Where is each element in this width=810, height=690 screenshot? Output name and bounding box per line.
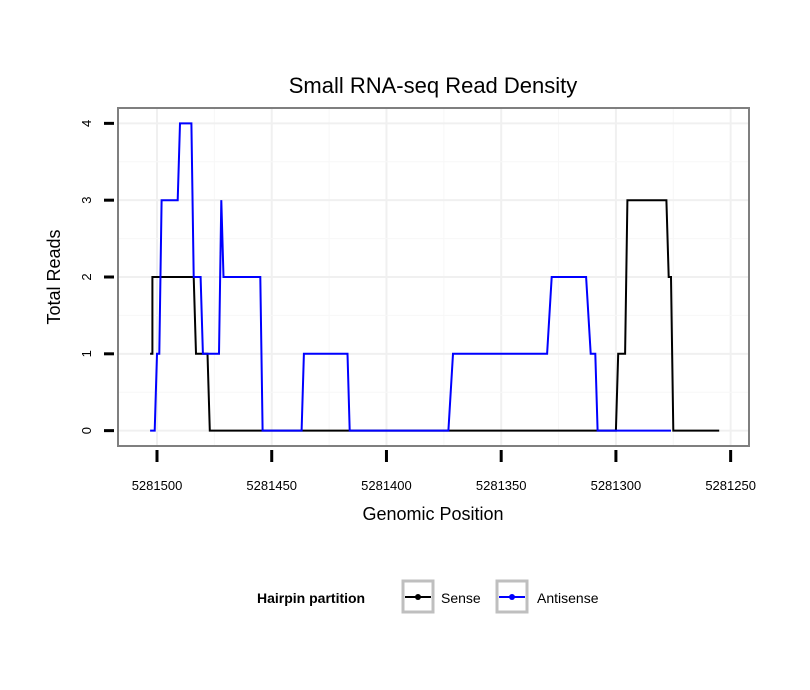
legend-item-antisense: Antisense [495, 579, 599, 614]
y-tick-label: 3 [79, 197, 94, 204]
x-tick-label: 5281300 [591, 478, 642, 493]
y-tick-label: 1 [79, 350, 94, 357]
x-axis: 5281500 5281450 5281400 5281350 5281300 52812… [132, 450, 756, 493]
legend-item-sense: Sense [401, 579, 481, 614]
plot-border [117, 107, 750, 447]
x-tick-label: 5281400 [361, 478, 412, 493]
x-tick-label: 5281350 [476, 478, 527, 493]
legend-marker-antisense [509, 594, 515, 600]
x-tick-label: 5281250 [705, 478, 756, 493]
legend-label-sense: Sense [441, 590, 481, 606]
legend-title: Hairpin partition [257, 590, 365, 606]
y-axis: 0 1 2 3 4 [79, 120, 114, 434]
legend-marker-sense [415, 594, 421, 600]
series-line-antisense [150, 122, 671, 432]
x-axis-label: Genomic Position [362, 504, 503, 524]
legend-label-antisense: Antisense [537, 590, 599, 606]
chart-title: Small RNA-seq Read Density [289, 73, 578, 98]
y-tick-label: 2 [79, 273, 94, 280]
y-tick-label: 0 [79, 427, 94, 434]
x-tick-label: 5281450 [246, 478, 297, 493]
series-layer [150, 122, 720, 432]
y-axis-label: Total Reads [44, 229, 64, 324]
x-tick-label: 5281500 [132, 478, 183, 493]
y-tick-label: 4 [79, 120, 94, 127]
legend: Hairpin partition Sense Antisense [257, 579, 599, 614]
